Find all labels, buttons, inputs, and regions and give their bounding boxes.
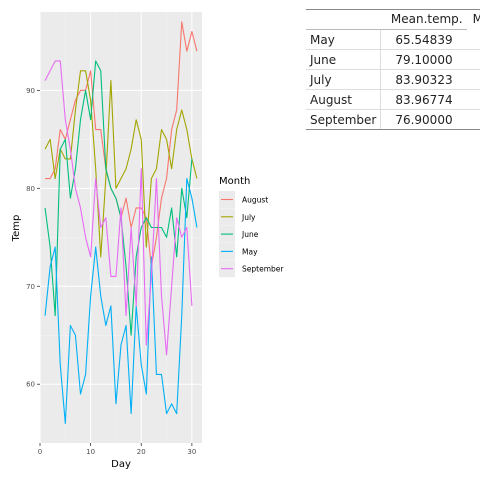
truncated-cell (466, 69, 480, 90)
mean-temp-cell: 79.10000 (380, 49, 467, 70)
series-line-june (44, 60, 193, 336)
row-label: September (306, 109, 382, 130)
legend-title: Month (219, 176, 250, 187)
x-tick-label: 10 (86, 448, 95, 456)
axis-ticks (37, 89, 193, 446)
y-tick-label: 60 (26, 381, 35, 389)
mean-temp-cell: 83.90323 (380, 69, 467, 90)
summary-header-mean: Mean.temp. (380, 9, 467, 30)
summary-header-row: Mean.temp. Mir (306, 9, 480, 30)
table-row: August 83.96774 (306, 89, 480, 110)
table-row: September 76.90000 (306, 109, 480, 130)
y-tick-labels: 60 70 80 90 (26, 87, 35, 389)
summary-corner-cell (306, 9, 381, 30)
temperature-line-chart: 0 10 20 30 60 70 80 90 Day Temp Month August Ju… (11, 12, 284, 470)
mean-temp-cell: 83.96774 (380, 89, 467, 110)
grid-minor (40, 12, 202, 443)
x-tick-label: 0 (38, 448, 42, 456)
legend: August July June May September (219, 191, 284, 278)
truncated-cell (466, 29, 480, 50)
y-tick-label: 70 (26, 283, 35, 291)
table-row: July 83.90323 (306, 69, 480, 90)
truncated-cell (466, 89, 480, 110)
truncated-cell (466, 109, 480, 130)
series-line-july (44, 70, 198, 258)
legend-label: June (241, 230, 259, 239)
series-layer (44, 21, 198, 424)
series-line-may (44, 177, 198, 424)
y-axis-title: Temp (11, 215, 22, 243)
row-label: June (306, 49, 382, 70)
row-label: May (306, 29, 382, 50)
summary-table: Mean.temp. Mir May 65.54839 June 79.1000… (306, 9, 480, 130)
table-row: June 79.10000 (306, 49, 480, 70)
legend-label: August (242, 196, 268, 205)
truncated-cell (466, 49, 480, 70)
mean-temp-cell: 65.54839 (380, 29, 467, 50)
row-label: August (306, 89, 382, 110)
x-tick-labels: 0 10 20 30 (38, 448, 197, 456)
row-label: July (306, 69, 382, 90)
summary-header-second: Mir (466, 9, 480, 30)
x-tick-label: 30 (187, 448, 196, 456)
table-row: May 65.54839 (306, 29, 480, 50)
plot-panel (40, 12, 202, 443)
x-tick-label: 20 (137, 448, 146, 456)
mean-temp-cell: 76.90000 (380, 109, 467, 130)
y-tick-label: 90 (26, 87, 35, 95)
legend-label: September (242, 265, 284, 274)
x-axis-title: Day (111, 459, 131, 470)
legend-label: May (242, 247, 258, 256)
series-line-september (44, 60, 193, 356)
legend-label: July (241, 213, 256, 222)
y-tick-label: 80 (26, 185, 35, 193)
